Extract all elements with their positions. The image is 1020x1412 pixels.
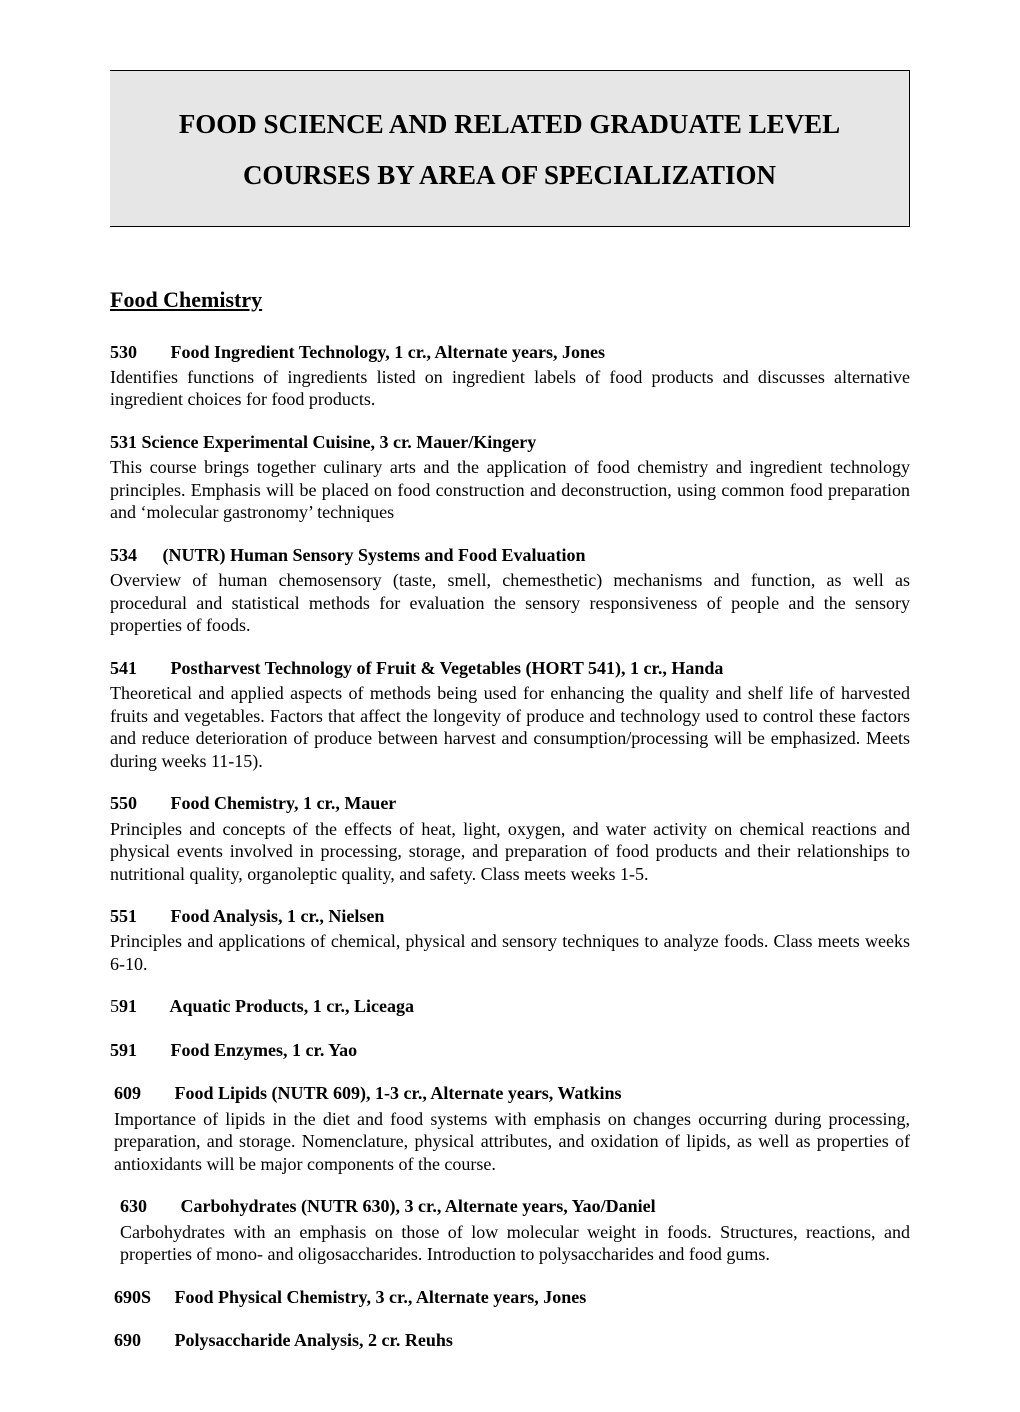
course-header: 541 Postharvest Technology of Fruit & Ve… xyxy=(110,657,910,680)
course-description: Carbohydrates with an emphasis on those … xyxy=(120,1221,910,1266)
course-530: 530 Food Ingredient Technology, 1 cr., A… xyxy=(110,341,910,411)
section-heading: Food Chemistry xyxy=(110,287,910,313)
course-number: 690S xyxy=(114,1286,170,1309)
course-description: Principles and applications of chemical,… xyxy=(110,930,910,975)
course-number: 630 xyxy=(120,1195,176,1218)
course-531: 531 Science Experimental Cuisine, 3 cr. … xyxy=(110,431,910,524)
course-header: 591 Food Enzymes, 1 cr. Yao xyxy=(110,1039,910,1062)
course-551: 551 Food Analysis, 1 cr., Nielsen Princi… xyxy=(110,905,910,975)
course-title: Science Experimental Cuisine, 3 cr. Maue… xyxy=(142,432,537,452)
course-number: 550 xyxy=(110,792,166,815)
course-description: Importance of lipids in the diet and foo… xyxy=(114,1108,910,1176)
course-title: Food Ingredient Technology, 1 cr., Alter… xyxy=(171,342,606,362)
course-number: 530 xyxy=(110,341,166,364)
course-header: 690S Food Physical Chemistry, 3 cr., Alt… xyxy=(114,1286,910,1309)
course-header: 609 Food Lipids (NUTR 609), 1-3 cr., Alt… xyxy=(114,1082,910,1105)
course-609: 609 Food Lipids (NUTR 609), 1-3 cr., Alt… xyxy=(110,1082,910,1175)
course-title: (NUTR) Human Sensory Systems and Food Ev… xyxy=(163,545,586,565)
title-box: FOOD SCIENCE AND RELATED GRADUATE LEVEL … xyxy=(110,70,910,227)
course-header: 531 Science Experimental Cuisine, 3 cr. … xyxy=(110,431,910,454)
course-header: 690 Polysaccharide Analysis, 2 cr. Reuhs xyxy=(114,1329,910,1352)
course-header: 551 Food Analysis, 1 cr., Nielsen xyxy=(110,905,910,928)
course-550: 550 Food Chemistry, 1 cr., Mauer Princip… xyxy=(110,792,910,885)
title-line-1: FOOD SCIENCE AND RELATED GRADUATE LEVEL xyxy=(130,99,889,150)
course-title: Carbohydrates (NUTR 630), 3 cr., Alterna… xyxy=(181,1196,656,1216)
course-title: Polysaccharide Analysis, 2 cr. Reuhs xyxy=(175,1330,453,1350)
course-title: Food Enzymes, 1 cr. Yao xyxy=(171,1040,358,1060)
course-number: 551 xyxy=(110,905,166,928)
course-title: Aquatic Products, 1 cr., Liceaga xyxy=(170,996,415,1016)
course-description: Principles and concepts of the effects o… xyxy=(110,818,910,886)
course-title: Food Physical Chemistry, 3 cr., Alternat… xyxy=(175,1287,587,1307)
course-title: Food Analysis, 1 cr., Nielsen xyxy=(171,906,385,926)
course-number: 609 xyxy=(114,1082,170,1105)
course-number: 534 xyxy=(110,544,158,567)
course-690: 690 Polysaccharide Analysis, 2 cr. Reuhs xyxy=(110,1329,910,1352)
course-690s: 690S Food Physical Chemistry, 3 cr., Alt… xyxy=(110,1286,910,1309)
course-header: 534 (NUTR) Human Sensory Systems and Foo… xyxy=(110,544,910,567)
course-534: 534 (NUTR) Human Sensory Systems and Foo… xyxy=(110,544,910,637)
course-number-prefix: 5 xyxy=(110,996,119,1016)
course-number: 591 xyxy=(110,995,166,1018)
title-line-2: COURSES BY AREA OF SPECIALIZATION xyxy=(130,150,889,201)
course-header: 550 Food Chemistry, 1 cr., Mauer xyxy=(110,792,910,815)
course-description: Theoretical and applied aspects of metho… xyxy=(110,682,910,772)
course-description: Identifies functions of ingredients list… xyxy=(110,366,910,411)
course-number: 690 xyxy=(114,1329,170,1352)
course-description: Overview of human chemosensory (taste, s… xyxy=(110,569,910,637)
course-title: Food Chemistry, 1 cr., Mauer xyxy=(171,793,397,813)
course-591-aquatic: 591 Aquatic Products, 1 cr., Liceaga xyxy=(110,995,910,1018)
course-number: 541 xyxy=(110,657,166,680)
course-title: Food Lipids (NUTR 609), 1-3 cr., Alterna… xyxy=(175,1083,622,1103)
course-number: 591 xyxy=(110,1039,166,1062)
course-header: 591 Aquatic Products, 1 cr., Liceaga xyxy=(110,995,910,1018)
course-541: 541 Postharvest Technology of Fruit & Ve… xyxy=(110,657,910,772)
course-630: 630 Carbohydrates (NUTR 630), 3 cr., Alt… xyxy=(110,1195,910,1265)
course-header: 630 Carbohydrates (NUTR 630), 3 cr., Alt… xyxy=(120,1195,910,1218)
course-header: 530 Food Ingredient Technology, 1 cr., A… xyxy=(110,341,910,364)
course-description: This course brings together culinary art… xyxy=(110,456,910,524)
document-page: FOOD SCIENCE AND RELATED GRADUATE LEVEL … xyxy=(0,0,1020,1412)
course-591-enzymes: 591 Food Enzymes, 1 cr. Yao xyxy=(110,1039,910,1062)
course-number-suffix: 91 xyxy=(119,996,137,1016)
course-title: Postharvest Technology of Fruit & Vegeta… xyxy=(171,658,724,678)
course-number: 531 xyxy=(110,432,137,452)
